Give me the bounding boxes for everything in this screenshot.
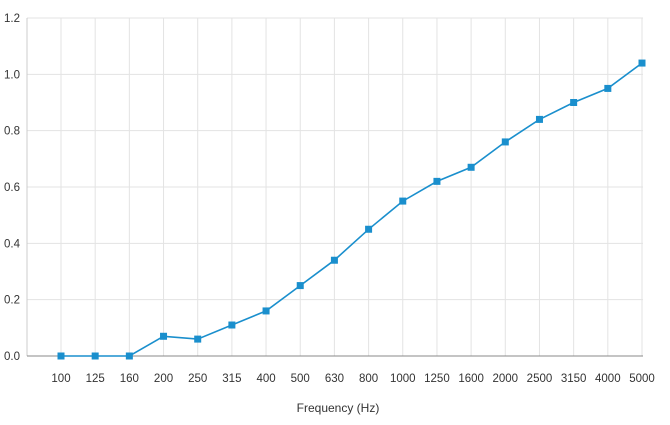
x-tick-label: 1250 xyxy=(424,373,450,385)
data-point-marker xyxy=(330,256,338,264)
data-point-marker xyxy=(262,307,270,315)
x-tick-label: 3150 xyxy=(561,373,587,385)
x-tick-label: 630 xyxy=(325,373,344,385)
data-point-marker xyxy=(399,197,407,205)
data-point-marker xyxy=(160,332,168,340)
data-point-marker xyxy=(125,352,133,360)
x-tick-label: 1000 xyxy=(390,373,416,385)
x-tick-label: 160 xyxy=(120,373,139,385)
y-tick-label: 0.6 xyxy=(4,182,20,194)
x-tick-labels: 100 125 160 200 250 315 400 500 630 800 1000 1250 16… xyxy=(51,373,654,385)
x-tick-label: 125 xyxy=(86,373,105,385)
y-tick-label: 1.0 xyxy=(4,69,20,81)
series xyxy=(57,59,646,360)
x-tick-label: 500 xyxy=(291,373,310,385)
data-point-marker xyxy=(638,59,646,67)
x-tick-label: 2500 xyxy=(527,373,553,385)
x-tick-label: 5000 xyxy=(629,373,655,385)
data-point-marker xyxy=(91,352,99,360)
data-point-marker xyxy=(365,225,373,233)
data-point-marker xyxy=(296,282,304,290)
x-tick-label: 400 xyxy=(256,373,275,385)
x-tick-label: 800 xyxy=(359,373,378,385)
x-tick-label: 1600 xyxy=(458,373,484,385)
gridlines xyxy=(27,17,643,356)
x-tick-label: 4000 xyxy=(595,373,621,385)
y-tick-label: 0.2 xyxy=(4,295,20,307)
x-axis-title: Frequency (Hz) xyxy=(297,401,380,415)
data-point-marker xyxy=(194,335,202,343)
y-tick-label: 0.0 xyxy=(4,351,20,363)
y-tick-label: 0.8 xyxy=(4,126,20,138)
y-tick-label: 1.2 xyxy=(4,13,20,25)
y-tick-label: 0.4 xyxy=(4,238,21,250)
data-point-marker xyxy=(57,352,65,360)
series-line xyxy=(61,62,643,357)
data-point-marker xyxy=(433,177,441,185)
data-point-marker xyxy=(467,163,475,171)
x-tick-label: 2000 xyxy=(492,373,518,385)
data-point-marker xyxy=(501,138,509,146)
x-tick-label: 315 xyxy=(222,373,241,385)
x-tick-label: 200 xyxy=(154,373,173,385)
data-point-marker xyxy=(535,115,543,123)
x-tick-label: 250 xyxy=(188,373,207,385)
data-point-marker xyxy=(604,84,612,92)
data-point-marker xyxy=(570,99,578,106)
data-point-marker xyxy=(228,321,236,329)
y-tick-labels: 0.0 0.2 0.4 0.6 0.8 1.0 1.2 xyxy=(4,13,21,363)
x-tick-label: 100 xyxy=(51,373,70,385)
